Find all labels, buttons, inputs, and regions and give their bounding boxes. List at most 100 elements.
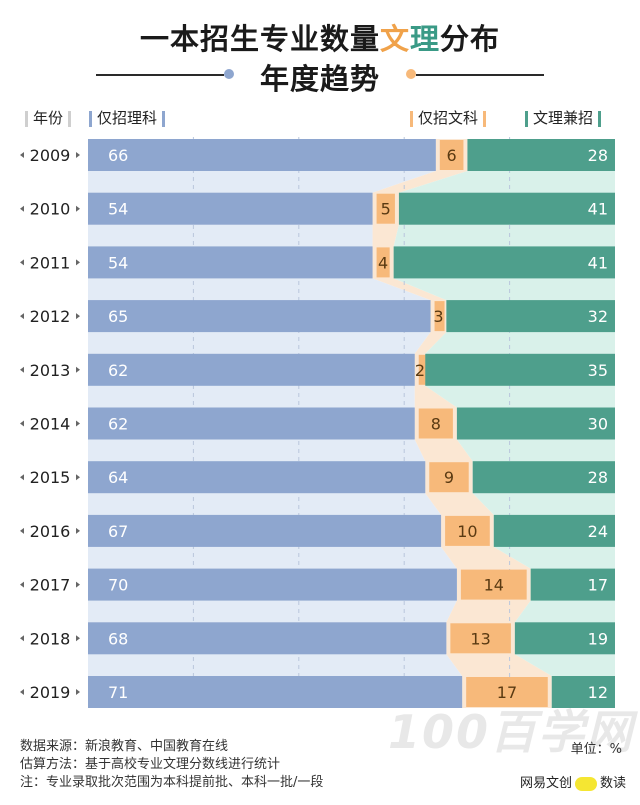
unit-label: 单位：% bbox=[570, 742, 622, 757]
year-arrow-left-icon bbox=[20, 474, 24, 481]
year-arrow-left-icon bbox=[20, 205, 24, 212]
header-science: 仅招理科 bbox=[84, 105, 170, 131]
year-arrow-left-icon bbox=[20, 689, 24, 695]
value-label-science: 54 bbox=[108, 200, 128, 219]
value-label-science: 62 bbox=[108, 415, 128, 434]
bar-both bbox=[425, 353, 615, 386]
bar-both bbox=[493, 514, 615, 547]
year-arrow-left-icon bbox=[20, 527, 24, 534]
year-arrow-left-icon bbox=[20, 259, 24, 266]
year-label: 2019 bbox=[30, 683, 71, 702]
year-arrow-right-icon bbox=[76, 420, 80, 427]
value-label-science: 70 bbox=[108, 576, 128, 595]
bar-arts bbox=[376, 247, 390, 278]
title-deco-line-right bbox=[416, 74, 544, 76]
band-arts bbox=[372, 139, 552, 708]
year-arrow-left-icon bbox=[20, 635, 24, 642]
year-label: 2010 bbox=[30, 200, 71, 219]
value-label-both: 35 bbox=[588, 361, 608, 380]
bar-arts bbox=[376, 193, 395, 224]
value-label-arts: 6 bbox=[447, 146, 457, 165]
bar-both bbox=[393, 246, 615, 279]
value-label-both: 24 bbox=[588, 522, 608, 541]
bar-both bbox=[514, 622, 615, 655]
bar-both bbox=[530, 568, 615, 601]
year-arrow-left-icon bbox=[20, 366, 24, 373]
value-label-arts: 4 bbox=[378, 253, 388, 272]
year-arrow-right-icon bbox=[76, 474, 80, 481]
value-label-both: 32 bbox=[588, 307, 608, 326]
year-label: 2015 bbox=[30, 468, 71, 487]
bar-science bbox=[88, 514, 442, 547]
bar-arts bbox=[418, 408, 453, 439]
value-label-science: 71 bbox=[108, 683, 128, 702]
header-both: 文理兼招 bbox=[520, 105, 606, 131]
year-arrow-right-icon bbox=[76, 581, 80, 588]
value-label-science: 64 bbox=[108, 468, 128, 487]
value-label-science: 66 bbox=[108, 146, 128, 165]
bar-science bbox=[88, 622, 447, 655]
value-label-arts: 3 bbox=[433, 307, 443, 326]
brand-dot-icon bbox=[574, 776, 597, 791]
bar-both bbox=[398, 192, 615, 225]
bar-arts bbox=[460, 569, 527, 600]
value-label-both: 28 bbox=[588, 146, 608, 165]
year-arrow-left-icon bbox=[20, 313, 24, 320]
year-arrow-left-icon bbox=[20, 420, 24, 427]
value-label-science: 65 bbox=[108, 307, 128, 326]
year-arrow-right-icon bbox=[76, 205, 80, 212]
bar-arts bbox=[450, 623, 511, 654]
brand-logo: 网易文创 数读 bbox=[519, 776, 626, 791]
year-arrow-right-icon bbox=[76, 689, 80, 695]
year-label: 2009 bbox=[30, 146, 71, 165]
value-label-both: 28 bbox=[588, 468, 608, 487]
value-label-science: 67 bbox=[108, 522, 128, 541]
value-label-arts: 9 bbox=[444, 468, 454, 487]
bar-science bbox=[88, 139, 436, 171]
bar-both bbox=[446, 300, 615, 333]
footer-method: 估算方法：基于高校专业文理分数线进行统计 bbox=[20, 757, 281, 772]
title-area: 一本招生专业数量文理分布 年度趋势 bbox=[0, 0, 640, 100]
bar-science bbox=[88, 568, 457, 601]
bar-both bbox=[472, 461, 615, 494]
year-label: 2014 bbox=[30, 415, 71, 434]
value-label-science: 62 bbox=[108, 361, 128, 380]
header-arts: 仅招文科 bbox=[405, 105, 491, 131]
bar-science bbox=[88, 246, 373, 279]
title-deco-dot-right bbox=[406, 69, 416, 79]
bar-arts bbox=[434, 301, 445, 332]
bar-science bbox=[88, 676, 463, 708]
value-label-arts: 8 bbox=[431, 415, 441, 434]
title-deco-dot-left bbox=[224, 69, 234, 79]
bar-science bbox=[88, 353, 415, 386]
value-label-both: 17 bbox=[588, 576, 608, 595]
year-label: 2017 bbox=[30, 576, 71, 595]
year-arrow-right-icon bbox=[76, 259, 80, 266]
year-arrow-right-icon bbox=[76, 527, 80, 534]
header-year: 年份 bbox=[20, 105, 76, 131]
value-label-arts: 13 bbox=[470, 629, 490, 648]
chart-title-line2: 年度趋势 bbox=[259, 62, 380, 96]
bar-arts bbox=[429, 462, 469, 493]
footer-note: 注：专业录取批次范围为本科提前批、本科一批/一段 bbox=[20, 775, 324, 790]
bar-arts bbox=[418, 354, 429, 385]
value-label-arts: 10 bbox=[457, 522, 477, 541]
bar-arts bbox=[466, 677, 548, 707]
bar-science bbox=[88, 300, 431, 333]
bar-both bbox=[467, 139, 615, 171]
year-arrow-right-icon bbox=[76, 152, 80, 158]
title-deco-line-left bbox=[96, 74, 224, 76]
year-arrow-right-icon bbox=[76, 313, 80, 320]
value-label-arts: 2 bbox=[415, 361, 425, 380]
year-label: 2016 bbox=[30, 522, 71, 541]
year-label: 2018 bbox=[30, 629, 71, 648]
bar-science bbox=[88, 407, 415, 440]
value-label-science: 68 bbox=[108, 629, 128, 648]
year-label: 2012 bbox=[30, 307, 71, 326]
year-label: 2011 bbox=[30, 253, 71, 272]
year-arrow-right-icon bbox=[76, 366, 80, 373]
value-label-both: 41 bbox=[588, 200, 608, 219]
bar-science bbox=[88, 461, 426, 494]
bar-science bbox=[88, 192, 373, 225]
